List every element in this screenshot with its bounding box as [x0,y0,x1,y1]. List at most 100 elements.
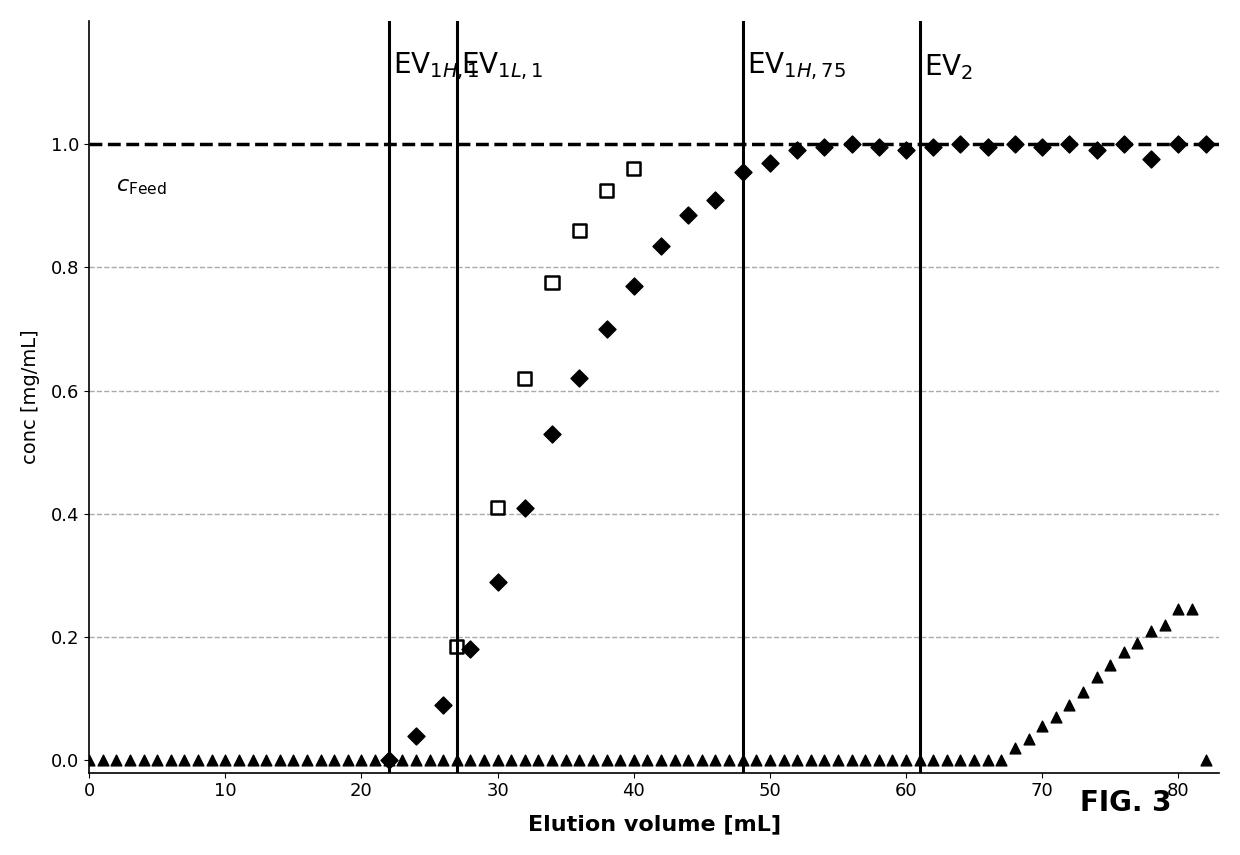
Point [842,753,862,767]
Point [1059,698,1079,711]
Point [501,753,521,767]
Point [610,753,630,767]
Point [1006,137,1025,150]
Point [1100,657,1120,671]
Point [270,753,290,767]
Point [1195,753,1215,767]
Point [924,753,944,767]
Point [1168,137,1188,150]
Text: EV$_{1L,1}$: EV$_{1L,1}$ [461,50,543,82]
Point [257,753,277,767]
Point [284,753,304,767]
Point [624,753,644,767]
Point [897,144,916,157]
Point [637,753,657,767]
Point [692,753,712,767]
Point [79,753,99,767]
Point [869,140,889,154]
Point [311,753,331,767]
Point [1141,624,1161,638]
Point [815,140,835,154]
Point [883,753,903,767]
Point [1018,732,1038,746]
Point [542,276,562,290]
Text: FIG. 3: FIG. 3 [1080,788,1172,817]
Point [1032,720,1052,734]
Point [351,753,371,767]
Point [1127,636,1147,650]
Point [910,753,930,767]
Point [897,753,916,767]
Point [515,501,534,515]
Point [1168,603,1188,616]
Point [487,753,507,767]
Point [243,753,263,767]
Point [325,753,345,767]
Point [596,753,616,767]
Point [515,753,534,767]
Point [487,501,507,515]
Point [596,322,616,336]
Point [828,753,848,767]
Point [787,144,807,157]
Point [856,753,875,767]
Point [978,140,998,154]
Point [460,753,480,767]
Point [1182,603,1202,616]
Point [120,753,140,767]
Point [869,753,889,767]
Point [678,208,698,221]
Point [978,753,998,767]
Point [651,753,671,767]
Point [1086,670,1106,684]
Point [460,642,480,656]
Point [842,137,862,150]
Y-axis label: conc [mg/mL]: conc [mg/mL] [21,329,40,464]
Point [733,753,753,767]
Point [569,753,589,767]
Point [378,753,398,767]
Point [1114,137,1133,150]
Point [1086,144,1106,157]
Point [596,184,616,198]
Point [787,753,807,767]
Point [542,753,562,767]
Point [405,728,425,742]
Point [515,371,534,385]
Point [229,753,249,767]
Point [569,371,589,385]
Point [1045,711,1065,724]
Point [774,753,794,767]
Point [339,753,358,767]
Point [746,753,766,767]
Point [624,162,644,175]
Point [651,239,671,252]
Point [1154,618,1174,632]
Point [624,279,644,292]
Point [719,753,739,767]
Point [992,753,1012,767]
Point [760,156,780,169]
Point [542,427,562,440]
Point [446,640,466,653]
Point [678,753,698,767]
Point [951,753,971,767]
Text: $c_{\rm Feed}$: $c_{\rm Feed}$ [117,177,167,198]
Text: EV$_{1H,75}$: EV$_{1H,75}$ [746,50,846,82]
Point [298,753,317,767]
Point [760,753,780,767]
Point [405,753,425,767]
Point [815,753,835,767]
Point [1195,137,1215,150]
Point [202,753,222,767]
Point [93,753,113,767]
Point [474,753,494,767]
Point [188,753,208,767]
Point [1073,686,1092,699]
Point [733,165,753,179]
Point [487,575,507,588]
Point [556,753,575,767]
Point [706,192,725,206]
Point [965,753,985,767]
Point [924,140,944,154]
